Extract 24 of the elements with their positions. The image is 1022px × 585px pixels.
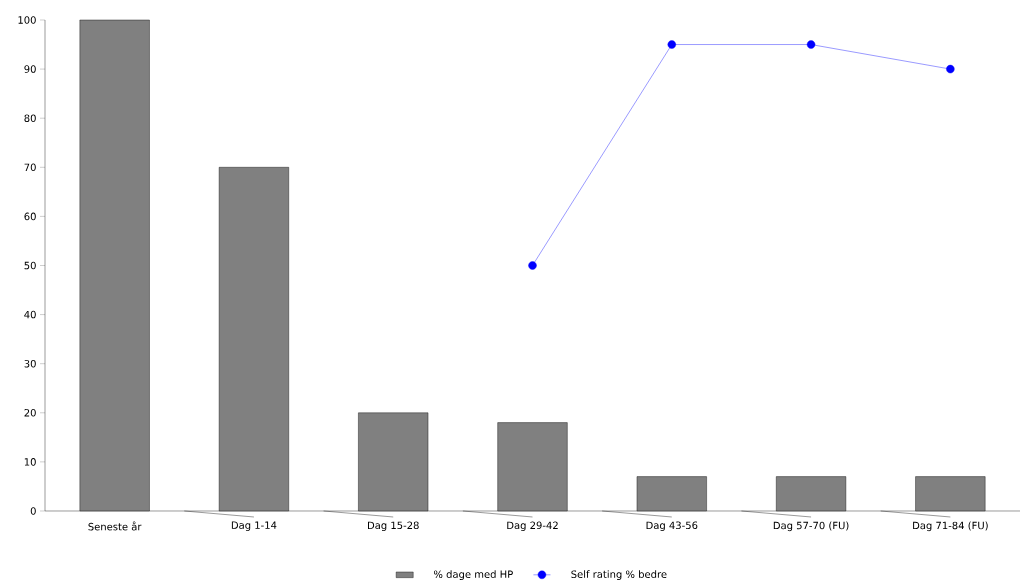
point (667, 40, 676, 49)
x-tick-label: Dag 15-28 (368, 521, 419, 532)
y-tick-label: 50 (24, 261, 36, 270)
y-tick-label: 70 (24, 163, 36, 172)
y-tick-label: 30 (24, 359, 36, 368)
x-tick-label: Seneste år (88, 521, 142, 531)
y-tick-label: 80 (24, 114, 36, 122)
y-tick-label: 10 (24, 458, 36, 466)
point (946, 64, 955, 74)
x-tick-label: Dag 71-84 (FU) (913, 521, 988, 532)
x-tick-label: Dag 1-14 (231, 521, 277, 531)
y-tick-label: 40 (24, 310, 36, 319)
x-tick-label: Dag 43-56 (646, 521, 698, 532)
y-tick-label: 90 (24, 65, 36, 73)
y-tick-label: 60 (24, 212, 36, 221)
legend-label: % dage med HP (433, 570, 513, 580)
y-tick-label: 0 (30, 507, 36, 515)
legend-label: Self rating % bedre (571, 570, 667, 580)
x-tick-label: Dag 29-42 (507, 521, 558, 532)
y-tick-label: 20 (24, 408, 36, 417)
point (528, 261, 537, 270)
x-tick-label: Dag 57-70 (FU) (773, 521, 849, 532)
y-tick-label: 100 (18, 16, 36, 24)
point (806, 40, 816, 49)
